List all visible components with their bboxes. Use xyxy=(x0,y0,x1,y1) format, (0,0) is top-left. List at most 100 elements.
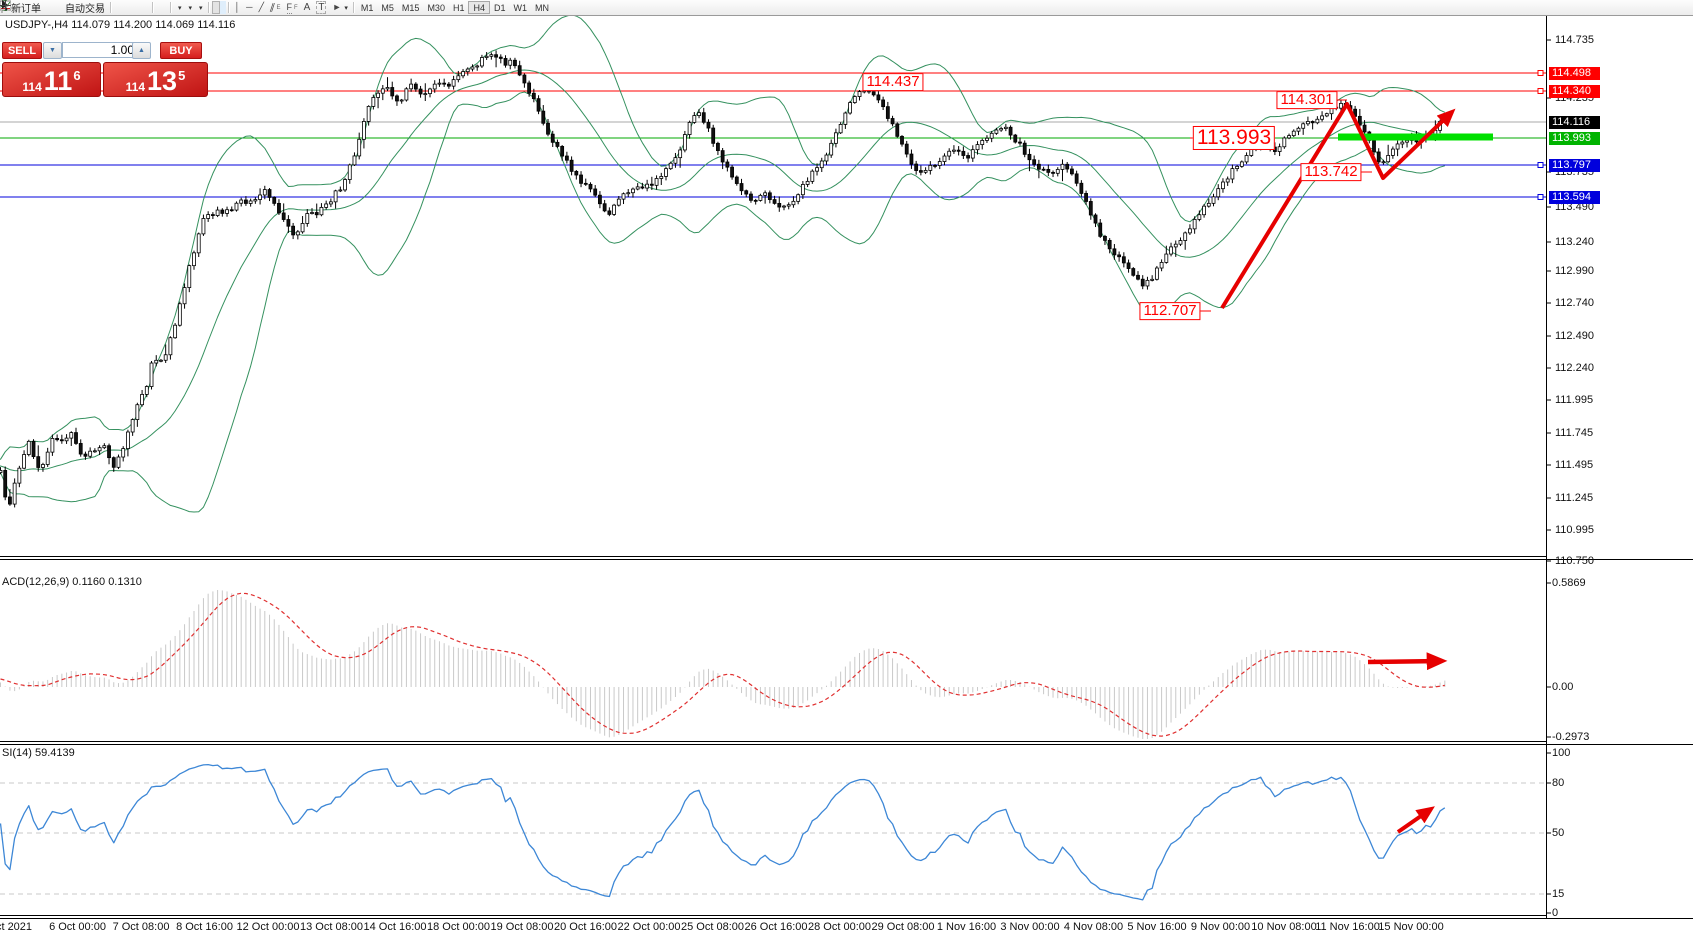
chart-info-line: USDJPY-,H4 114.079 114.200 114.069 114.1… xyxy=(5,19,236,31)
time-axis-label: 1 Nov 16:00 xyxy=(936,921,997,933)
buy-price-box[interactable]: 114 13 5 xyxy=(103,62,208,97)
price-badge: 113.993 xyxy=(1549,131,1600,145)
time-axis-label: 4 Nov 08:00 xyxy=(1063,921,1124,933)
price-annotation[interactable]: 112.707 xyxy=(1139,302,1201,320)
templates-button[interactable]: ▾ xyxy=(0,0,206,14)
caret-down-icon: ▾ xyxy=(188,4,193,12)
indicators-button[interactable]: ▾ xyxy=(0,0,185,14)
rsi-axis-label: 50 xyxy=(1552,827,1565,839)
autotrading-label: 自动交易 xyxy=(65,4,105,15)
price-annotation[interactable]: 114.437 xyxy=(862,73,924,91)
rsi-axis-label: 100 xyxy=(1552,747,1571,759)
arrows-button[interactable]: ► ▾ xyxy=(329,1,350,14)
time-axis-label: 10 Nov 08:00 xyxy=(1251,921,1317,933)
vertical-line-button[interactable]: │ xyxy=(232,1,244,14)
price-badge: 113.797 xyxy=(1549,158,1600,172)
macd-axis-label: 0.5869 xyxy=(1552,577,1586,589)
timeframe-toolbar: M1 M5 M15 M30 H1 H4 D1 W1 MN xyxy=(357,1,553,14)
price-tick-label: 113.490 xyxy=(1555,201,1594,213)
tab-H4[interactable]: H4 xyxy=(468,1,490,14)
trend-arrow xyxy=(1220,102,1456,310)
horizontal-line-button[interactable]: ─ xyxy=(243,1,255,14)
chart-shift-button[interactable] xyxy=(1,1,168,14)
tab-D1[interactable]: D1 xyxy=(493,2,506,13)
price-annotation[interactable]: 113.993 xyxy=(1192,125,1276,151)
tab-M1[interactable]: M1 xyxy=(360,2,374,13)
tile-windows-button[interactable] xyxy=(0,1,150,14)
sell-price-prefix: 114 xyxy=(22,80,42,94)
volume-input[interactable] xyxy=(62,42,138,58)
tab-MN[interactable]: MN xyxy=(535,2,549,13)
price-tick-label: 111.745 xyxy=(1555,427,1594,439)
equidistant-channel-button[interactable]: ∥ E xyxy=(267,1,284,14)
arrows-icon: ► xyxy=(332,2,342,12)
vertical-line-icon: │ xyxy=(234,2,241,12)
time-axis-label: 11 Nov 16:00 xyxy=(1315,921,1380,933)
tab-M30[interactable]: M30 xyxy=(427,2,445,13)
time-axis-label: 22 Oct 00:00 xyxy=(617,921,681,933)
time-axis-label: 28 Oct 00:00 xyxy=(808,921,871,933)
periods-button[interactable]: ▾ xyxy=(0,0,196,14)
price-annotation[interactable]: 114.301 xyxy=(1276,91,1338,109)
price-badge: 114.116 xyxy=(1549,115,1600,129)
buy-button[interactable]: BUY xyxy=(160,42,202,59)
rsi-label: SI(14) 59.4139 xyxy=(2,747,75,759)
price-annotation[interactable]: 113.742 xyxy=(1300,163,1362,181)
trendline-icon: ╱ xyxy=(258,2,264,12)
cursor-button[interactable] xyxy=(2,0,220,14)
channel-icon: ∥ xyxy=(268,2,277,12)
time-axis-label: 12 Oct 00:00 xyxy=(236,921,300,933)
rsi-axis-label: 0 xyxy=(1552,907,1559,919)
crosshair-button[interactable] xyxy=(0,0,226,14)
tab-M15[interactable]: M15 xyxy=(401,2,420,13)
tab-M5[interactable]: M5 xyxy=(381,2,394,13)
toolbar-separator xyxy=(170,2,172,13)
time-axis-label: 3 Nov 00:00 xyxy=(1000,921,1060,933)
time-axis-label: 8 Oct 16:00 xyxy=(176,921,233,933)
new-order-button[interactable]: 新订单 xyxy=(0,0,44,15)
green-highlight-bar xyxy=(1338,133,1493,141)
trendline-button[interactable]: ╱ xyxy=(256,1,267,14)
price-tick-label: 111.245 xyxy=(1555,492,1594,504)
time-axis-label: 26 Oct 16:00 xyxy=(744,921,808,933)
sell-button[interactable]: SELL xyxy=(2,42,42,59)
price-tick-label: 111.995 xyxy=(1555,394,1594,406)
price-tick-label: 113.240 xyxy=(1555,236,1594,248)
price-tick-label: 111.495 xyxy=(1555,459,1594,471)
price-tick-label: 110.750 xyxy=(1555,555,1594,567)
toolbar: 新订单 自动交易 xyxy=(0,0,1693,16)
time-axis-label: 20 Oct 16:00 xyxy=(554,921,617,933)
tab-H1[interactable]: H1 xyxy=(452,2,465,13)
volume-decrease-button[interactable]: ▼ xyxy=(43,42,62,59)
price-tick-label: 110.995 xyxy=(1555,524,1594,536)
autotrading-button[interactable]: 自动交易 xyxy=(0,0,108,15)
price-tick-label: 112.740 xyxy=(1555,297,1594,309)
time-axis-label: 18 Oct 00:00 xyxy=(427,921,490,933)
text-icon: A xyxy=(303,2,311,13)
new-order-label: 新订单 xyxy=(11,4,41,15)
fibonacci-icon: F xyxy=(286,1,292,14)
macd-axis-label: -0.2973 xyxy=(1552,731,1590,743)
sell-price-box[interactable]: 114 11 6 xyxy=(2,62,101,97)
fibonacci-sub-label: F xyxy=(294,4,298,11)
text-label-button[interactable]: T xyxy=(313,1,329,14)
price-badge: 113.594 xyxy=(1549,190,1600,204)
volume-increase-button[interactable]: ▲ xyxy=(132,42,151,59)
time-axis-label: 6 Oct 00:00 xyxy=(49,921,106,933)
buy-price-sup: 5 xyxy=(178,68,186,83)
time-axis-label: 29 Oct 08:00 xyxy=(871,921,935,933)
caret-down-icon: ▾ xyxy=(344,4,348,12)
time-axis-label: 13 Oct 08:00 xyxy=(300,921,363,933)
time-axis-label: 14 Oct 16:00 xyxy=(363,921,427,933)
toolbar-separator xyxy=(352,2,355,13)
tab-W1[interactable]: W1 xyxy=(513,2,528,13)
text-button[interactable]: A xyxy=(301,1,314,14)
time-axis-label: 15 Nov 00:00 xyxy=(1378,921,1444,933)
crosshair-icon xyxy=(0,0,11,11)
buy-price-big: 13 xyxy=(147,66,178,96)
time-axis-label: 19 Oct 08:00 xyxy=(490,921,554,933)
toolbar-separator xyxy=(152,2,154,13)
